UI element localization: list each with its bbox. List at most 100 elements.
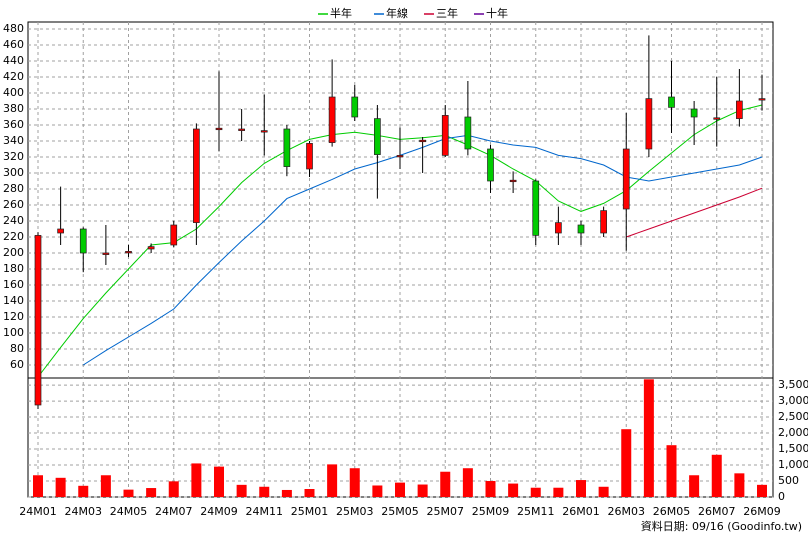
candle-body — [193, 128, 200, 223]
y-tick-label: 460 — [3, 38, 24, 51]
volume-bar — [146, 488, 157, 497]
volume-bar — [440, 471, 451, 497]
volume-bar — [553, 487, 564, 497]
candle-body — [125, 251, 132, 254]
y-tick-label: 340 — [3, 134, 24, 147]
candle-body — [600, 210, 607, 234]
x-tick-label: 25M03 — [336, 505, 374, 518]
x-tick-label: 26M07 — [698, 505, 736, 518]
x-tick-label: 26M09 — [743, 505, 781, 518]
x-tick-label: 26M01 — [562, 505, 600, 518]
candle-body — [441, 115, 449, 156]
x-tick-label: 25M01 — [291, 505, 329, 518]
volume-bar — [508, 483, 519, 497]
candle-body — [238, 128, 245, 131]
volume-bar — [191, 463, 202, 497]
y-tick-label: 140 — [3, 294, 24, 307]
y-tick-label: 60 — [10, 358, 24, 371]
y2-tick-label: 2,000 — [778, 426, 808, 439]
legend-label: 年線 — [386, 6, 408, 20]
candle-body — [374, 118, 381, 155]
y-tick-label: 120 — [3, 310, 24, 323]
candle-body — [713, 117, 721, 120]
y2-tick-label: 0 — [778, 490, 785, 503]
volume-bar — [236, 484, 247, 497]
source-note: 資料日期: 09/16 (Goodinfo.tw) — [641, 519, 802, 533]
volume-bar — [259, 486, 270, 497]
volume-bar — [462, 468, 473, 497]
volume-bar — [168, 481, 179, 497]
volume-bar — [33, 475, 43, 497]
y-tick-label: 260 — [3, 198, 24, 211]
candle-body — [668, 96, 675, 108]
x-tick-label: 25M11 — [517, 505, 555, 518]
x-tick-label: 25M07 — [427, 505, 465, 518]
y-tick-label: 380 — [3, 102, 24, 115]
y-tick-label: 280 — [3, 182, 24, 195]
candle-body — [396, 155, 404, 158]
volume-bar — [757, 484, 767, 497]
y-tick-label: 220 — [3, 230, 24, 243]
candle-body — [102, 252, 110, 255]
y2-tick-label: 2,500 — [778, 410, 808, 423]
candle-body — [419, 139, 426, 143]
volume-bar — [711, 454, 722, 497]
volume-bar — [598, 486, 609, 497]
candle-body — [306, 143, 313, 170]
volume-bar — [395, 482, 405, 497]
candle-body — [555, 222, 562, 234]
x-tick-label: 24M05 — [110, 505, 148, 518]
candle-body — [57, 228, 64, 234]
candle-body — [351, 96, 359, 118]
legend-label: 半年 — [330, 6, 352, 20]
volume-bar — [327, 464, 338, 497]
x-tick-label: 26M03 — [608, 505, 646, 518]
volume-bar — [304, 489, 315, 497]
candle-body — [79, 228, 87, 254]
volume-bar — [621, 429, 632, 497]
y-tick-label: 180 — [3, 262, 24, 275]
y-tick-label: 480 — [3, 22, 24, 35]
candle-body — [532, 180, 540, 236]
candle-body — [622, 148, 630, 210]
y-tick-label: 80 — [10, 342, 24, 355]
volume-bar — [734, 473, 745, 497]
candle-body — [487, 148, 494, 182]
candle-body — [509, 179, 517, 183]
y2-tick-label: 1,000 — [778, 458, 808, 471]
volume-bar — [576, 480, 586, 497]
y2-tick-label: 3,000 — [778, 394, 808, 407]
y-tick-label: 420 — [3, 70, 24, 83]
volume-bar — [349, 468, 360, 497]
volume-bar — [643, 379, 654, 497]
y-tick-label: 160 — [3, 278, 24, 291]
x-tick-label: 24M11 — [246, 505, 284, 518]
x-tick-label: 26M05 — [653, 505, 691, 518]
candle-body — [34, 235, 42, 406]
candle-body — [690, 108, 698, 118]
y2-tick-label: 3,500 — [778, 378, 808, 391]
volume-bar — [214, 466, 224, 497]
moving-average-line — [626, 187, 763, 238]
y-tick-label: 320 — [3, 150, 24, 163]
volume-bar — [485, 481, 496, 497]
volume-bar — [123, 489, 134, 497]
candle-body — [577, 224, 585, 234]
x-tick-label: 24M07 — [155, 505, 193, 518]
volume-bar — [530, 487, 541, 497]
volume-bar — [78, 485, 89, 497]
y-tick-label: 400 — [3, 86, 24, 99]
candle-body — [736, 100, 743, 119]
x-tick-label: 25M05 — [381, 505, 419, 518]
volume-bar — [55, 477, 66, 497]
legend-label: 十年 — [486, 6, 508, 20]
volume-bar — [281, 489, 292, 497]
legend-label: 三年 — [436, 6, 458, 20]
y-tick-label: 300 — [3, 166, 24, 179]
x-tick-label: 25M09 — [472, 505, 510, 518]
candle-body — [645, 98, 653, 150]
candle-body — [215, 127, 223, 131]
candle-body — [758, 98, 766, 101]
x-tick-label: 24M03 — [65, 505, 103, 518]
